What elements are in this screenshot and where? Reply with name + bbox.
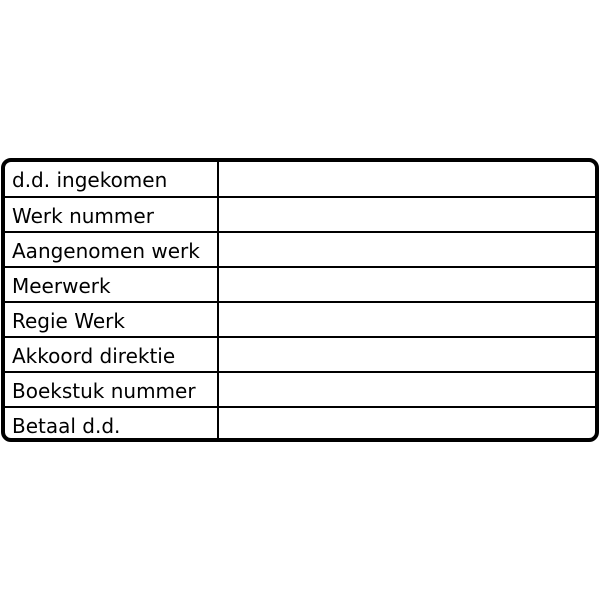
- form-row: Betaal d.d.: [5, 406, 595, 441]
- row-value-field[interactable]: [221, 408, 595, 441]
- row-label: Aangenomen werk: [12, 239, 200, 263]
- form-row: Aangenomen werk: [5, 231, 595, 266]
- row-label: Regie Werk: [12, 309, 125, 333]
- column-divider: [217, 162, 219, 438]
- row-value-field[interactable]: [221, 303, 595, 336]
- row-label: Boekstuk nummer: [12, 379, 196, 403]
- form-row: Akkoord direktie: [5, 336, 595, 371]
- row-value-field[interactable]: [221, 338, 595, 371]
- form-row: Regie Werk: [5, 301, 595, 336]
- stamp-form-table: d.d. ingekomen Werk nummer Aangenomen werk…: [1, 158, 599, 442]
- row-value-field[interactable]: [221, 198, 595, 231]
- row-label: Akkoord direktie: [12, 344, 176, 368]
- row-value-field[interactable]: [221, 162, 595, 197]
- form-row: d.d. ingekomen: [5, 162, 595, 197]
- row-value-field[interactable]: [221, 373, 595, 406]
- row-label: Werk nummer: [12, 204, 154, 228]
- row-label: Meerwerk: [12, 274, 111, 298]
- row-value-field[interactable]: [221, 268, 595, 301]
- row-label: d.d. ingekomen: [12, 168, 168, 192]
- row-label: Betaal d.d.: [12, 414, 121, 438]
- form-row: Werk nummer: [5, 196, 595, 231]
- form-row: Meerwerk: [5, 266, 595, 301]
- row-value-field[interactable]: [221, 233, 595, 266]
- form-row: Boekstuk nummer: [5, 371, 595, 406]
